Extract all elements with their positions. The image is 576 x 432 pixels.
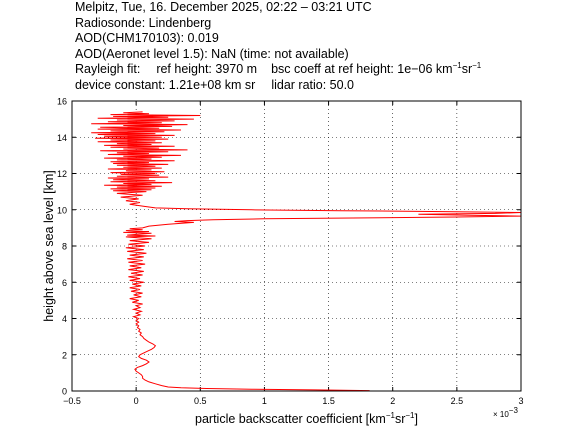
device-constant: device constant: 1.21e+08 km sr bbox=[75, 77, 256, 92]
rayleigh-label: Rayleigh fit: bbox=[75, 62, 141, 76]
x-axis-multiplier: × 10−3 bbox=[493, 406, 518, 419]
y-tick-label: 2 bbox=[62, 350, 67, 360]
x-tick-label: −0.5 bbox=[63, 396, 81, 406]
x-tick-label: 3 bbox=[518, 396, 523, 406]
radiosonde-line: Radiosonde: Lindenberg bbox=[75, 15, 212, 30]
device-line: device constant: 1.21e+08 km sr lidar rat… bbox=[75, 78, 575, 94]
lidar-ratio: lidar ratio: 50.0 bbox=[271, 77, 354, 92]
bsc-coeff: bsc coeff at ref height: 1e−06 km−1sr−1 bbox=[271, 60, 482, 76]
x-tick-label: 1.5 bbox=[322, 396, 335, 406]
x-tick-labels: −0.5 0 0.5 1 1.5 2 2.5 3 bbox=[63, 396, 523, 406]
y-tick-label: 10 bbox=[57, 205, 67, 215]
y-tick-label: 0 bbox=[62, 387, 67, 397]
title-line: Melpitz, Tue, 16. December 2025, 02:22 –… bbox=[75, 0, 372, 14]
x-tick-label: 0.5 bbox=[194, 396, 207, 406]
x-tick-label: 2 bbox=[390, 396, 395, 406]
y-tick-label: 12 bbox=[57, 169, 67, 179]
chart-header: Melpitz, Tue, 16. December 2025, 02:22 –… bbox=[75, 0, 575, 93]
rayleigh-line: Rayleigh fit: ref height: 3970 m bsc coeff… bbox=[75, 60, 575, 78]
y-tick-label: 16 bbox=[57, 97, 67, 107]
backscatter-profile-line bbox=[91, 111, 522, 392]
plot-frame bbox=[71, 100, 522, 392]
y-tick-label: 8 bbox=[62, 242, 67, 252]
aod-chm-line: AOD(CHM170103): 0.019 bbox=[75, 31, 219, 45]
x-tick-label: 0 bbox=[134, 396, 139, 406]
x-tick-label: 2.5 bbox=[451, 396, 464, 406]
x-tick-label: 1 bbox=[262, 396, 267, 406]
y-tick-label: 4 bbox=[62, 314, 67, 324]
y-axis-label: height above sea level [km] bbox=[42, 170, 56, 321]
y-tick-label: 6 bbox=[62, 278, 67, 288]
aod-aeronet-line: AOD(Aeronet level 1.5): NaN (time: not a… bbox=[75, 46, 349, 61]
x-axis-label: particle backscatter coefficient [km−1sr… bbox=[195, 411, 418, 426]
y-tick-label: 14 bbox=[57, 133, 67, 143]
y-tick-labels: 0 2 4 6 8 10 12 14 16 bbox=[57, 97, 67, 397]
ref-height: ref height: 3970 m bbox=[156, 62, 258, 76]
